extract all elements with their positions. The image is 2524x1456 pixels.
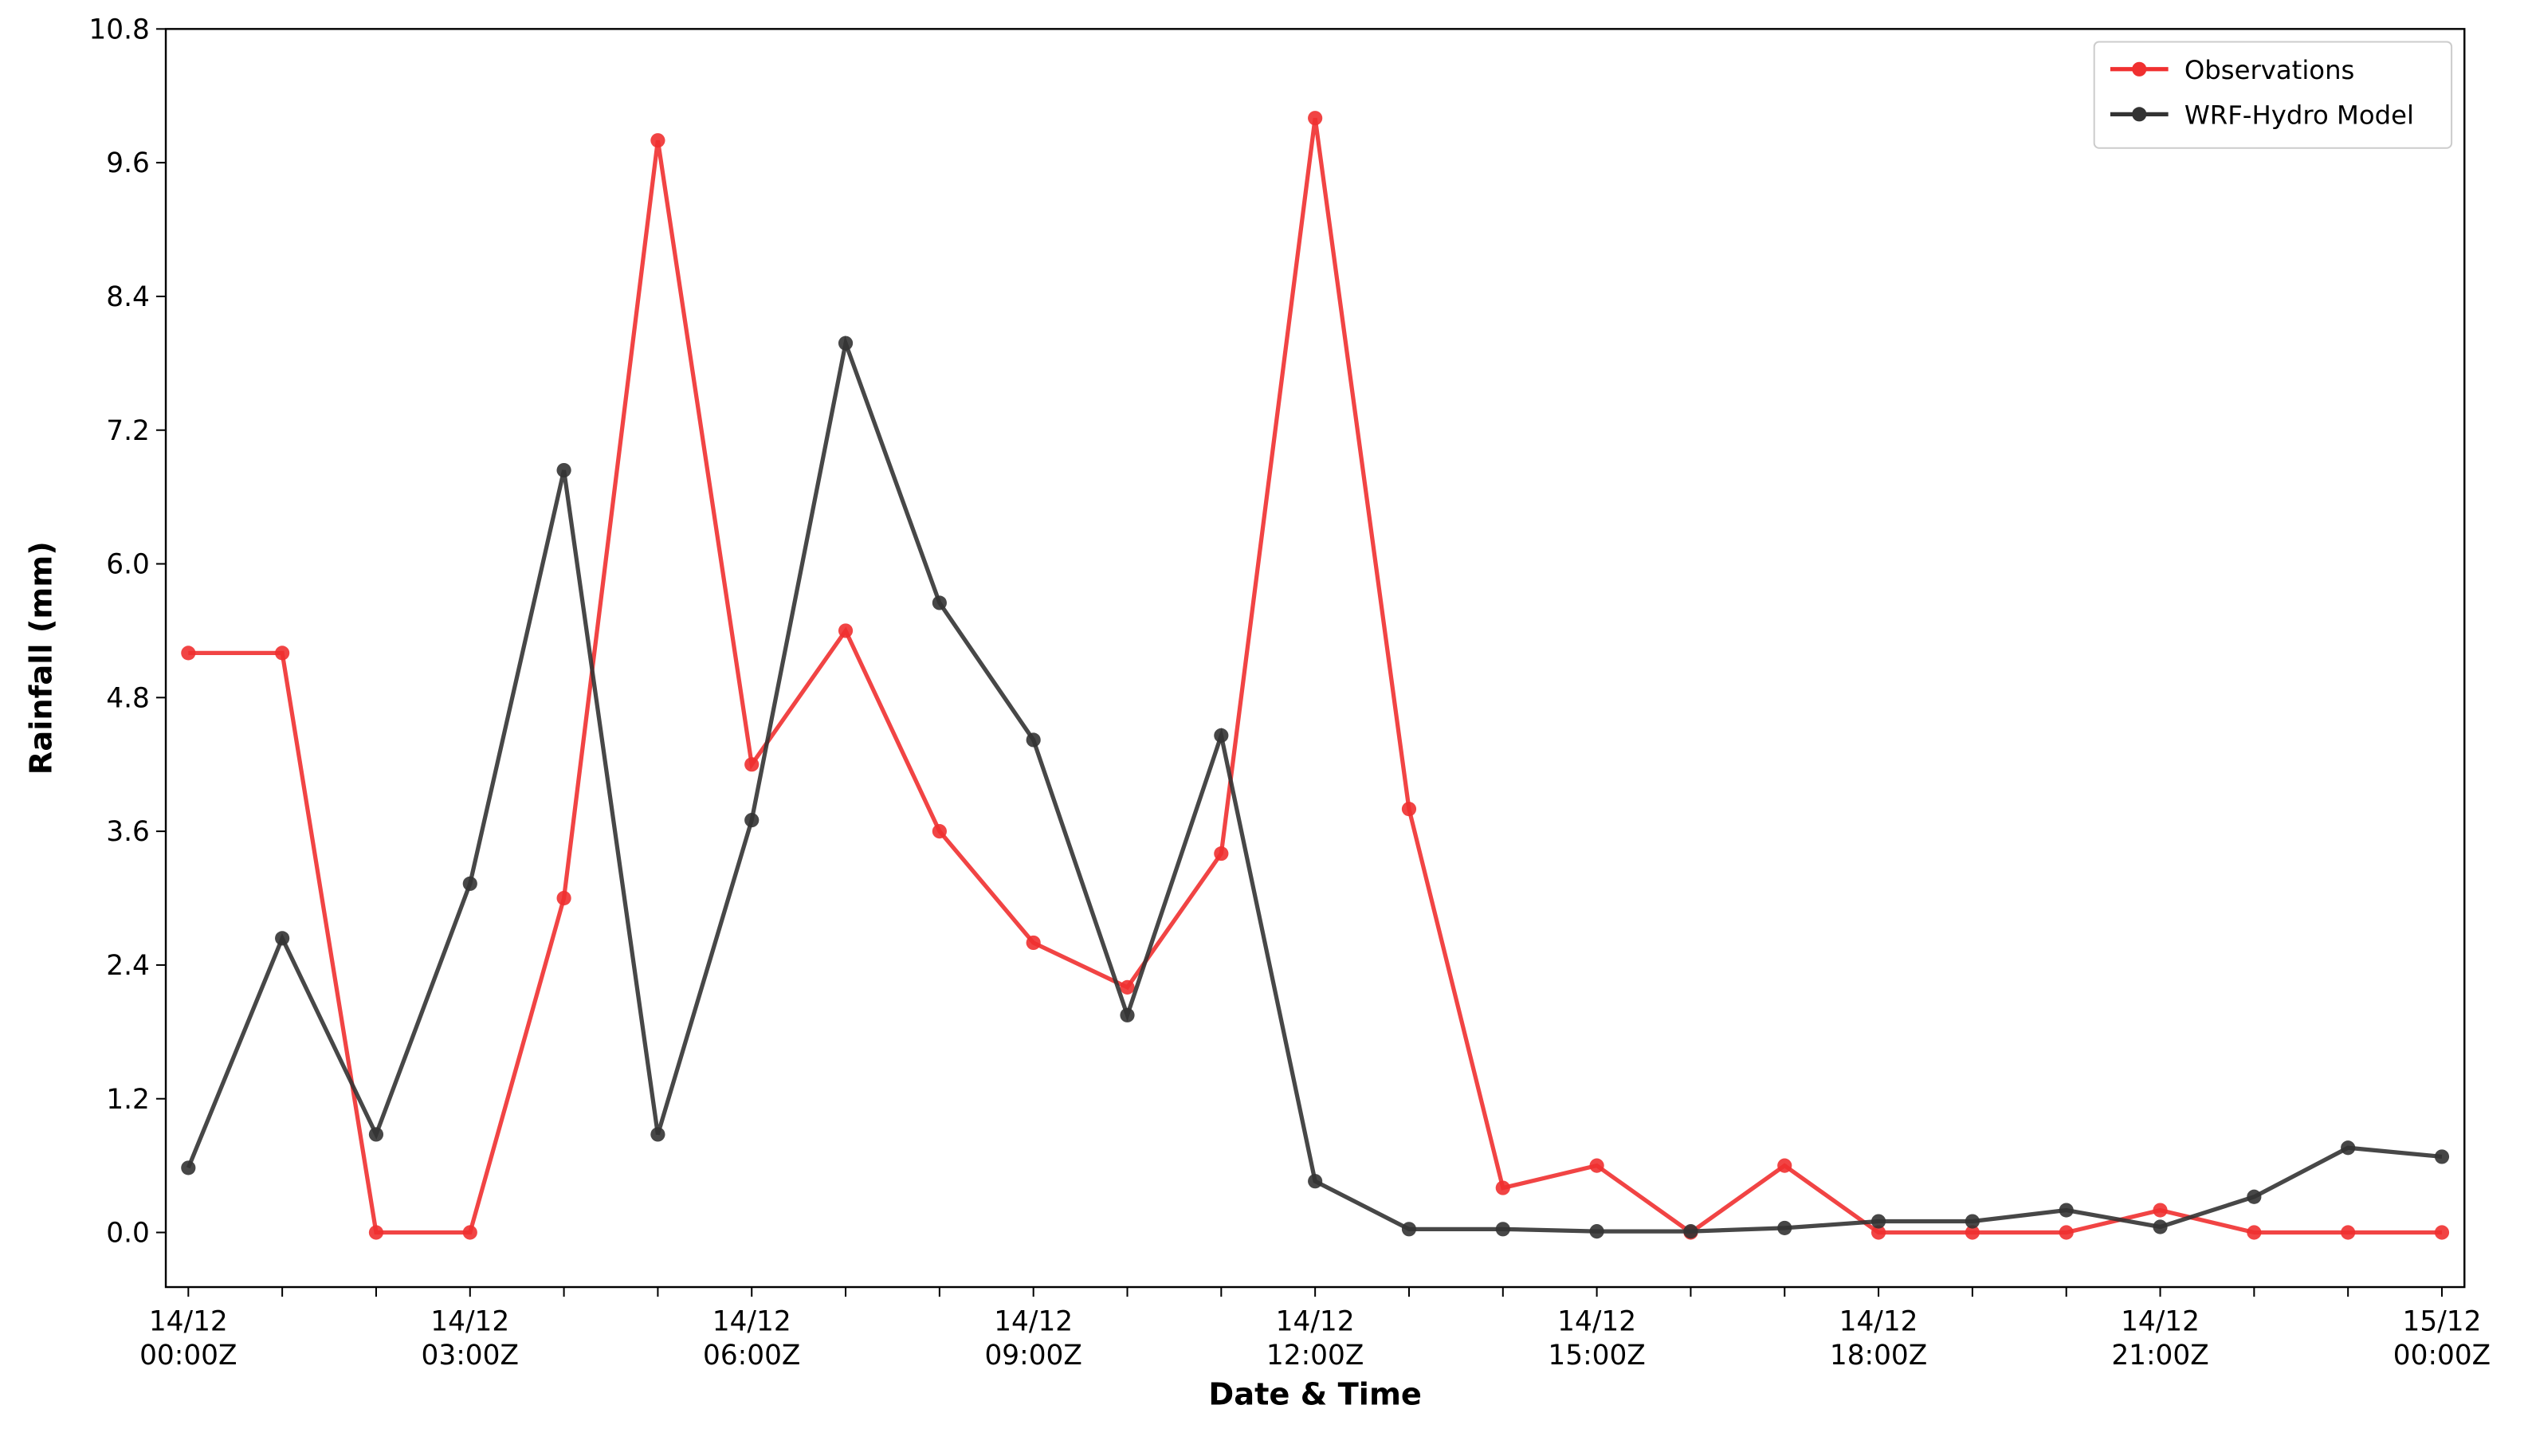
- y-tick-label: 7.2: [106, 415, 150, 447]
- data-point: [1965, 1225, 1980, 1240]
- data-point: [744, 757, 760, 772]
- data-point: [932, 595, 947, 610]
- x-tick-label: 14/12 03:00Z: [422, 1306, 519, 1372]
- data-point: [556, 890, 571, 906]
- data-point: [1308, 111, 1323, 126]
- data-point: [275, 931, 290, 946]
- data-point: [1495, 1222, 1510, 1237]
- data-point: [1214, 728, 1229, 743]
- data-point: [1683, 1224, 1698, 1239]
- y-tick-label: 0.0: [106, 1218, 150, 1250]
- data-point: [1589, 1158, 1604, 1173]
- data-point: [2434, 1149, 2450, 1164]
- data-point: [462, 876, 477, 891]
- series-line: [186, 335, 2443, 1234]
- y-axis-label: Rainfall (mm): [24, 541, 60, 775]
- data-point: [1495, 1180, 1510, 1195]
- data-point: [275, 646, 290, 661]
- legend-marker: [2132, 61, 2147, 77]
- data-point: [181, 1160, 196, 1175]
- data-point: [2341, 1225, 2356, 1240]
- data-point: [932, 824, 947, 839]
- x-tick-label: 14/12 06:00Z: [703, 1306, 800, 1372]
- x-tick-label: 14/12 09:00Z: [984, 1306, 1081, 1372]
- data-point: [838, 336, 854, 351]
- data-point: [368, 1225, 384, 1240]
- data-point: [1120, 979, 1135, 995]
- x-tick-label: 14/12 21:00Z: [2111, 1306, 2208, 1372]
- data-point: [2153, 1203, 2168, 1218]
- data-point: [2059, 1203, 2074, 1218]
- x-tick-label: 14/12 15:00Z: [1548, 1306, 1645, 1372]
- x-tick-label: 15/12 00:00Z: [2393, 1306, 2491, 1372]
- data-point: [2153, 1219, 2168, 1234]
- y-tick-label: 1.2: [106, 1084, 150, 1116]
- data-point: [744, 813, 760, 828]
- y-tick-label: 4.8: [106, 682, 150, 714]
- data-point: [1777, 1220, 1792, 1236]
- y-tick-label: 9.6: [106, 147, 150, 179]
- data-point: [2247, 1225, 2262, 1240]
- legend-marker: [2132, 107, 2147, 122]
- data-point: [2059, 1225, 2074, 1240]
- data-point: [368, 1127, 384, 1142]
- data-point: [838, 623, 854, 638]
- data-point: [2434, 1225, 2450, 1240]
- data-point: [2247, 1189, 2262, 1204]
- data-point: [556, 462, 571, 478]
- x-axis-label: Date & Time: [1208, 1376, 1422, 1412]
- y-tick-label: 3.6: [106, 816, 150, 848]
- data-point: [181, 646, 196, 661]
- y-tick-label: 2.4: [106, 950, 150, 982]
- x-tick-label: 14/12 00:00Z: [139, 1306, 237, 1372]
- x-tick-label: 14/12 12:00Z: [1266, 1306, 1364, 1372]
- data-point: [1870, 1225, 1886, 1240]
- data-point: [1026, 935, 1041, 951]
- legend-text: WRF-Hydro Model: [2184, 100, 2414, 130]
- series-line: [188, 117, 2442, 1235]
- x-tick-label: 14/12 18:00Z: [1830, 1306, 1927, 1372]
- plot-frame: [164, 28, 2466, 1289]
- legend-box: [2093, 41, 2453, 149]
- data-point: [1965, 1214, 1980, 1229]
- data-point: [462, 1225, 477, 1240]
- data-point: [650, 1127, 665, 1142]
- data-point: [1026, 732, 1041, 748]
- data-point: [2341, 1140, 2356, 1156]
- data-point: [650, 133, 665, 148]
- data-point: [1120, 1007, 1135, 1022]
- legend-text: Observations: [2184, 55, 2355, 85]
- data-point: [1870, 1214, 1886, 1229]
- data-point: [1214, 846, 1229, 861]
- data-point: [1589, 1224, 1604, 1239]
- y-tick-label: 8.4: [106, 281, 150, 313]
- data-point: [1308, 1174, 1323, 1189]
- y-tick-label: 6.0: [106, 549, 150, 581]
- data-point: [1777, 1158, 1792, 1173]
- data-point: [1401, 1222, 1417, 1237]
- y-tick-label: 10.8: [88, 14, 149, 45]
- data-point: [1401, 802, 1417, 817]
